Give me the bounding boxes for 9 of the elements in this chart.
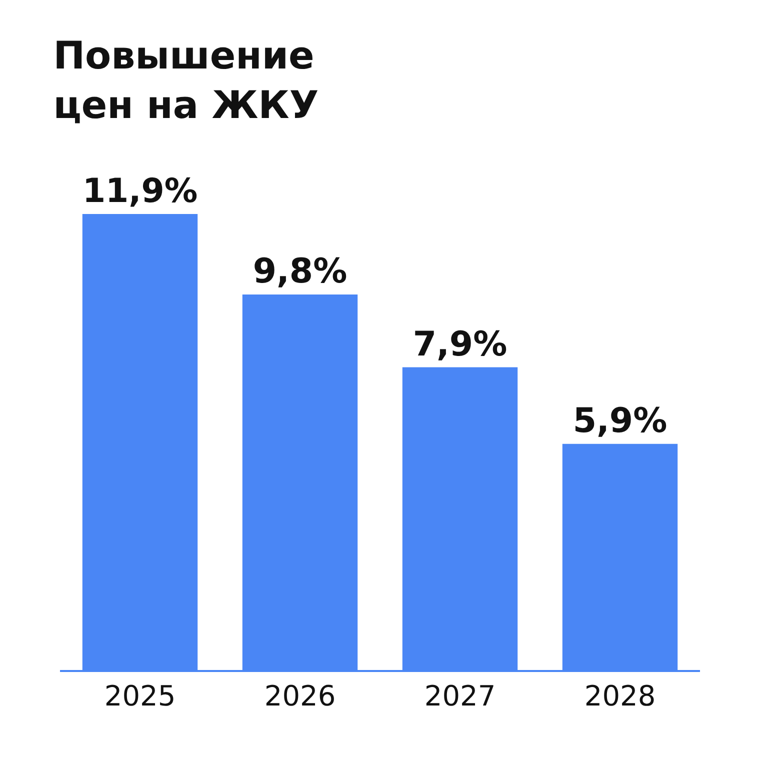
chart-title: Повышение цен на ЖКУ [53, 33, 319, 127]
x-tick-label: 2025 [104, 680, 176, 713]
data-label: 11,9% [82, 171, 198, 210]
data-label: 5,9% [572, 400, 668, 441]
x-tick-label: 2026 [264, 680, 336, 713]
data-label: 9,8% [252, 251, 348, 292]
x-tick-label: 2028 [584, 680, 656, 713]
data-label: 7,9% [412, 324, 508, 364]
x-tick-label: 2027 [424, 680, 496, 713]
